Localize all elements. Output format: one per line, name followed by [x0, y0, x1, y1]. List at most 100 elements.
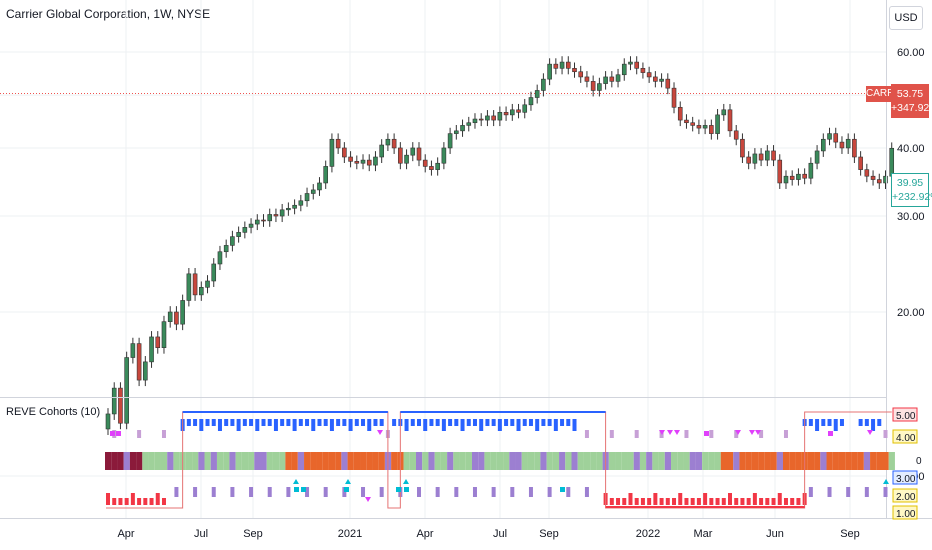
cohort-cell — [316, 452, 323, 470]
cohort-cell — [546, 452, 553, 470]
candle-body — [335, 138, 341, 149]
candle-body — [478, 118, 484, 121]
cohort-top-bar — [211, 419, 216, 426]
cohort-cell — [440, 452, 448, 470]
cohort-cell — [571, 452, 578, 470]
cohort-bottom-bar — [137, 498, 142, 505]
cohort-cell — [204, 452, 211, 470]
cohort-mid-bar — [783, 430, 788, 438]
cohort-cell — [235, 452, 242, 470]
candle-body — [267, 214, 273, 222]
cohort-low-bar — [193, 487, 198, 497]
cohort-top-bar — [454, 419, 459, 426]
indicator-tick-label: 5.00 — [896, 411, 916, 422]
cohort-cell — [807, 452, 815, 470]
cohort-cell — [552, 452, 560, 470]
cohort-bottom-bar — [155, 493, 160, 505]
down-signal-marker — [867, 430, 873, 435]
up-signal-marker — [403, 479, 409, 484]
cohort-bottom-bar — [672, 498, 677, 505]
candle-body — [827, 133, 832, 140]
cohort-top-bar — [858, 419, 863, 426]
cohort-top-bar — [317, 419, 322, 426]
cohort-cell — [758, 452, 765, 470]
candle-body — [161, 321, 167, 348]
cohort-cell — [216, 452, 224, 470]
cohort-top-bar — [560, 419, 565, 426]
cohort-top-bar — [528, 419, 533, 426]
cohort-cell — [851, 452, 858, 470]
cohort-cell — [322, 452, 329, 470]
cohort-bottom-bar — [659, 498, 664, 505]
cohort-cell — [291, 452, 298, 470]
cohort-cell — [366, 452, 373, 470]
cohort-cell — [608, 452, 616, 470]
candle-body — [205, 280, 210, 288]
cohort-cell — [671, 452, 678, 470]
cohort-signal-square — [704, 431, 709, 436]
cohort-top-bar — [572, 419, 577, 431]
cohort-cell — [689, 452, 696, 470]
candle-body — [590, 81, 596, 91]
cohort-cell — [409, 452, 416, 470]
cohort-cell — [142, 452, 149, 470]
candle-body — [765, 150, 770, 161]
candle-body — [211, 263, 217, 282]
cohort-top-bar — [373, 419, 378, 426]
cohort-bottom-bar — [740, 498, 745, 505]
cohort-top-bar — [541, 419, 546, 426]
candle-body — [186, 273, 192, 301]
indicator-tick-box — [892, 488, 918, 503]
candle-body — [503, 112, 509, 116]
cohort-bottom-bar — [665, 498, 670, 505]
cohort-cell — [167, 452, 174, 470]
cohort-bottom-bar — [728, 493, 732, 505]
cohort-top-bar — [566, 419, 571, 426]
candle-body — [665, 78, 671, 89]
cohort-top-bar — [224, 419, 229, 426]
candle-body — [597, 83, 602, 91]
candle-body — [852, 138, 857, 158]
cohort-cell — [826, 452, 833, 470]
cohort-cell — [534, 452, 541, 470]
candle-body — [758, 153, 764, 161]
candle-body — [565, 61, 571, 69]
cohort-bottom-bar — [628, 493, 633, 505]
candle-body — [404, 154, 409, 164]
cohort-bottom-bar — [696, 498, 701, 505]
candle-body — [323, 166, 329, 184]
candle-body — [180, 300, 185, 325]
candle-body — [242, 227, 248, 233]
candle-body — [385, 138, 391, 146]
cohort-top-bar — [522, 419, 527, 426]
cohort-low-bar — [174, 487, 179, 497]
cohort-cell — [633, 452, 640, 470]
candle-body — [609, 76, 615, 82]
up-signal-marker — [345, 479, 351, 484]
currency-button[interactable]: USD — [889, 6, 923, 30]
cohort-cell — [838, 452, 846, 470]
cohort-cell — [503, 452, 510, 470]
current-price-tag: 53.75 +347.92% — [891, 84, 932, 118]
candle-body — [740, 138, 745, 158]
cohort-top-bar — [367, 419, 372, 431]
candle-body — [167, 311, 173, 322]
cohort-cell — [490, 452, 497, 470]
cohort-cell — [360, 452, 367, 470]
candle-body — [640, 68, 646, 73]
cohort-top-bar — [273, 419, 278, 431]
cohort-signal-square — [560, 487, 565, 492]
candle-body — [876, 179, 882, 184]
cohort-cell — [266, 452, 273, 470]
time-tick-label: Mar — [694, 528, 713, 540]
cohort-cell — [372, 452, 379, 470]
current-price: 53.75 — [896, 88, 924, 100]
cohort-cell — [391, 452, 398, 470]
candle-body — [192, 273, 198, 296]
cohort-top-bar — [261, 419, 266, 426]
candle-body — [584, 76, 590, 82]
candle-body — [889, 147, 895, 177]
candle-body — [522, 104, 528, 113]
candle-body — [136, 343, 142, 381]
